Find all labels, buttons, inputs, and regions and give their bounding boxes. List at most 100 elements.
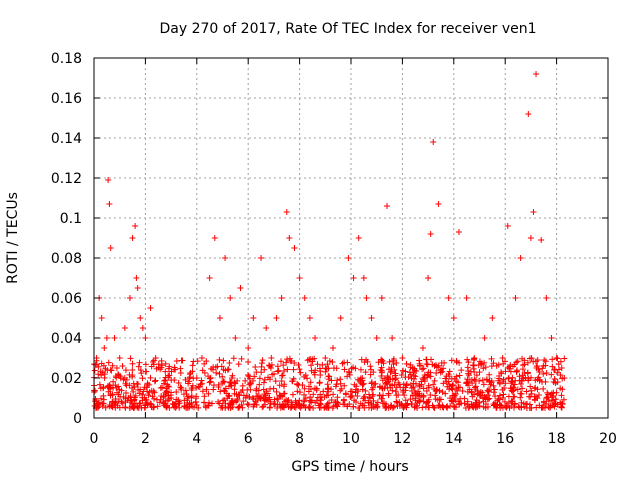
data-point [538,237,545,243]
data-point [346,369,353,376]
data-point [275,396,282,403]
data-point [454,387,461,394]
data-point [408,401,415,408]
data-point [142,335,149,341]
data-point [355,235,362,241]
data-point [301,391,308,398]
data-point [137,315,144,321]
data-point [238,388,245,395]
data-point [177,384,184,391]
data-point [523,405,530,411]
data-point [252,398,259,405]
data-point [244,386,251,393]
data-point [402,397,409,404]
data-point [399,355,406,361]
data-point [145,392,152,399]
data-point [526,401,533,408]
data-point [154,403,161,410]
data-point [495,361,502,368]
data-point [115,398,122,405]
data-point [273,315,280,321]
x-tick-labels: 0 2 4 6 8 10 12 14 16 18 20 [90,431,617,447]
data-point [121,325,128,331]
data-point [111,335,118,341]
data-point [273,388,280,395]
data-point [294,388,301,395]
data-point [475,361,482,368]
data-point [309,358,316,365]
data-point [203,386,210,393]
data-point [279,393,286,400]
data-point [502,368,509,375]
data-point [389,335,396,341]
data-point [290,375,297,382]
data-point [136,359,143,366]
data-point [260,379,267,386]
data-point [205,373,212,380]
data-point [499,386,506,393]
data-point [471,355,478,361]
data-point [221,379,228,386]
data-point [514,358,521,365]
data-point [487,381,494,388]
data-point [502,380,509,387]
data-point [543,369,550,376]
data-point [334,394,341,401]
data-point [216,315,223,321]
data-point [378,295,385,301]
data-point [424,372,431,379]
data-point [245,345,252,351]
data-point [185,380,192,387]
data-point [370,403,377,410]
data-point [134,404,141,411]
data-point [511,381,518,388]
data-point [244,372,251,379]
data-point [526,355,533,362]
data-point [519,355,526,362]
data-point [100,392,107,399]
data-point [495,377,502,384]
data-point [482,364,489,371]
x-tick-label: 0 [90,431,99,447]
data-point [491,386,498,393]
data-point [222,400,229,407]
data-point [256,375,263,382]
data-point [511,393,518,400]
data-point [514,386,521,393]
data-point [280,383,287,390]
data-point [378,369,385,376]
data-point [127,355,134,362]
data-point [289,391,296,398]
data-point [266,404,273,411]
data-point [433,386,440,393]
data-point [558,404,565,411]
data-point [119,400,126,407]
data-point [354,392,361,399]
data-point [509,388,516,395]
data-point [146,381,153,388]
data-point [488,363,495,370]
data-point [268,361,275,368]
data-point [152,377,159,384]
data-point [261,376,268,383]
data-point [304,357,311,364]
data-point [129,235,136,241]
data-point [470,401,477,408]
data-point [382,404,389,411]
data-point [133,275,140,281]
data-point [142,368,149,375]
data-point [334,377,341,384]
x-tick-label: 6 [244,431,253,447]
data-point [431,377,438,384]
data-point [110,378,117,385]
data-point [451,392,458,399]
data-point [252,364,259,371]
data-point [404,401,411,408]
data-point [142,401,149,408]
data-point [427,231,434,237]
data-point [514,367,521,374]
data-point [255,393,262,400]
data-point [102,365,109,372]
data-point [166,372,173,379]
data-point [534,363,541,370]
